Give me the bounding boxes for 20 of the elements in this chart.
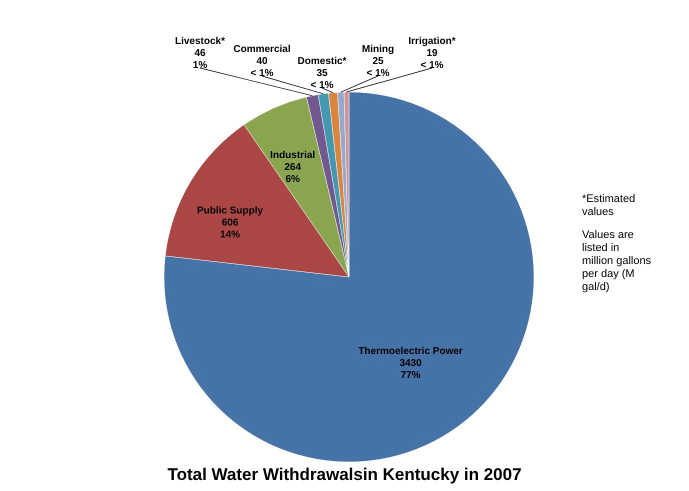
data-label: 264 6% bbox=[284, 162, 302, 186]
slice-label: Public Supply bbox=[196, 206, 264, 217]
slice-label: Livestock* bbox=[174, 36, 226, 47]
data-label: 3430 77% bbox=[399, 358, 422, 382]
data-label: 40 < 1% bbox=[250, 56, 274, 79]
slice-label: Irrigation* bbox=[408, 36, 456, 47]
slice-label: Industrial bbox=[270, 150, 316, 162]
slice-label: Thermoelectric Power bbox=[358, 346, 463, 358]
data-label: 35 < 1% bbox=[310, 68, 334, 91]
text: Total Water Withdrawalsin Kentucky in 2007 bbox=[167, 465, 522, 484]
data-label: 46 1% bbox=[192, 48, 208, 71]
data-label: 606 14% bbox=[220, 218, 240, 241]
slice-label: Commercial bbox=[233, 44, 291, 55]
text: Values are listed in million gallons per day (M gal/d) bbox=[582, 229, 652, 293]
pie-slice bbox=[164, 92, 534, 462]
slice-label: Domestic* bbox=[298, 56, 347, 67]
text: *Estimated values bbox=[582, 193, 636, 218]
slice-label: Mining bbox=[362, 44, 394, 55]
data-label: 19 < 1% bbox=[420, 48, 444, 71]
data-label: 25 < 1% bbox=[366, 56, 390, 79]
